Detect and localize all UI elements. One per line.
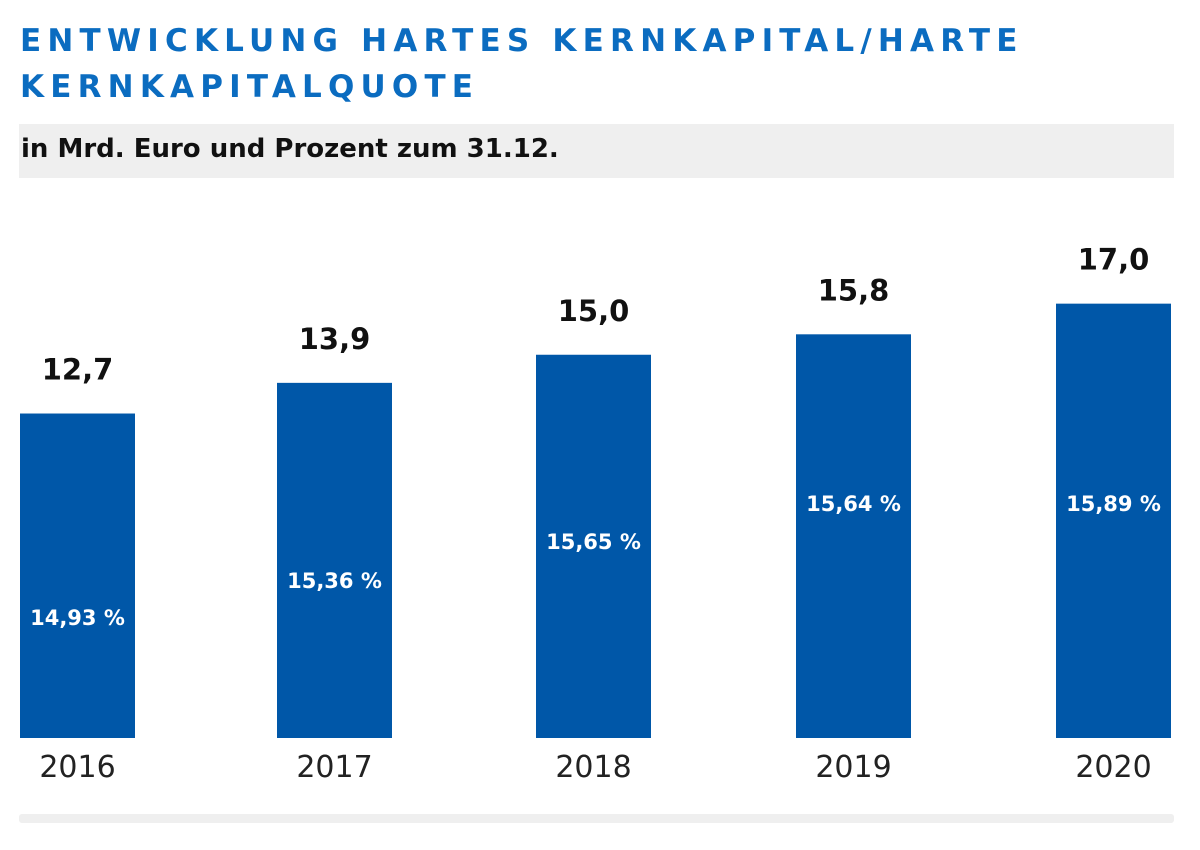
ratio-label-2017: 15,36 % bbox=[287, 569, 382, 593]
x-tick-2016: 2016 bbox=[39, 750, 115, 785]
value-label-2020: 17,0 bbox=[1078, 243, 1150, 277]
chart-subtitle: in Mrd. Euro und Prozent zum 31.12. bbox=[21, 134, 559, 164]
ratio-label-2019: 15,64 % bbox=[806, 492, 901, 516]
ratio-label-2020: 15,89 % bbox=[1066, 492, 1161, 516]
bottom-divider bbox=[19, 814, 1174, 823]
value-label-2016: 12,7 bbox=[42, 353, 114, 387]
subtitle-band: in Mrd. Euro und Prozent zum 31.12. bbox=[19, 124, 1174, 178]
chart-title: ENTWICKLUNG HARTES KERNKAPITAL/HARTE KER… bbox=[20, 23, 1024, 105]
value-label-2019: 15,8 bbox=[818, 273, 890, 307]
bar-2017 bbox=[277, 382, 392, 738]
bar-2019 bbox=[796, 334, 911, 738]
bar-2016 bbox=[20, 413, 135, 738]
x-tick-2020: 2020 bbox=[1075, 750, 1151, 785]
ratio-label-2016: 14,93 % bbox=[30, 606, 125, 630]
x-tick-2019: 2019 bbox=[815, 750, 891, 785]
bar-2020 bbox=[1056, 303, 1171, 738]
x-tick-2018: 2018 bbox=[555, 750, 631, 785]
value-label-2017: 13,9 bbox=[299, 322, 371, 356]
value-label-2018: 15,0 bbox=[558, 294, 630, 328]
bar-2018 bbox=[536, 354, 651, 738]
x-tick-2017: 2017 bbox=[296, 750, 372, 785]
ratio-label-2018: 15,65 % bbox=[546, 530, 641, 554]
